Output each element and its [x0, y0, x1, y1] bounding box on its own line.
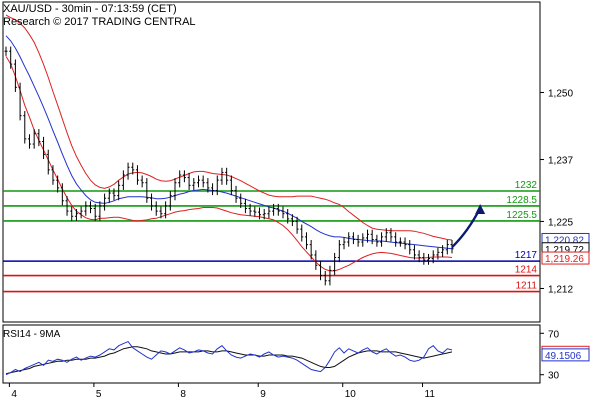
level-label: 1228.5 — [506, 195, 537, 206]
y-tick-label: 1,237 — [548, 156, 573, 167]
rsi-frame — [2, 324, 541, 384]
level-label: 1225.5 — [506, 210, 537, 221]
rsi-line — [5, 340, 453, 376]
rsi-ma-line — [5, 346, 453, 375]
chart-source: Research © 2017 TRADING CENTRAL — [3, 16, 196, 28]
rsi-tick-label: 70 — [548, 329, 560, 340]
x-tick-label: 5 — [96, 389, 102, 400]
rsi-tag-box — [541, 348, 590, 362]
bollinger-lower — [5, 56, 453, 272]
x-tick-label: 9 — [260, 389, 266, 400]
chart-title: XAU/USD - 30min - 07:13:59 (CET) — [3, 3, 177, 15]
price-frame — [2, 1, 541, 323]
x-axis: 4 5 8 9 10 11 — [8, 383, 436, 400]
rsi-panel: 703051.643149.1506 — [2, 324, 590, 384]
bollinger-upper — [5, 14, 453, 241]
price-tag-label: 1,219.26 — [545, 254, 584, 265]
level-label: 1211 — [515, 281, 537, 292]
level-label: 1214 — [515, 265, 538, 276]
rsi-tag-label: 49.1506 — [545, 351, 582, 362]
forecast-arrowhead — [475, 204, 486, 215]
rsi-tick-label: 30 — [548, 371, 560, 382]
level-label: 1217 — [515, 250, 538, 261]
rsi-title: RSI14 - 9MA — [3, 329, 61, 340]
price-panel: 1,250 1,237 1,225 1,212 1232 1228.5 1225.5 1217… — [2, 1, 590, 323]
x-tick-label: 11 — [425, 389, 436, 400]
moving-average — [5, 35, 453, 250]
price-tag-label: 1,220.82 — [545, 235, 584, 246]
y-tick-label: 1,212 — [548, 284, 573, 295]
y-tick-label: 1,250 — [548, 88, 573, 99]
level-label: 1232 — [515, 180, 538, 191]
x-tick-label: 10 — [345, 389, 357, 400]
x-tick-label: 4 — [11, 389, 17, 400]
x-tick-label: 8 — [180, 389, 186, 400]
price-tag-label: 1,219.72 — [545, 245, 584, 256]
price-tag-box — [541, 251, 590, 265]
y-tick-label: 1,225 — [548, 217, 573, 228]
